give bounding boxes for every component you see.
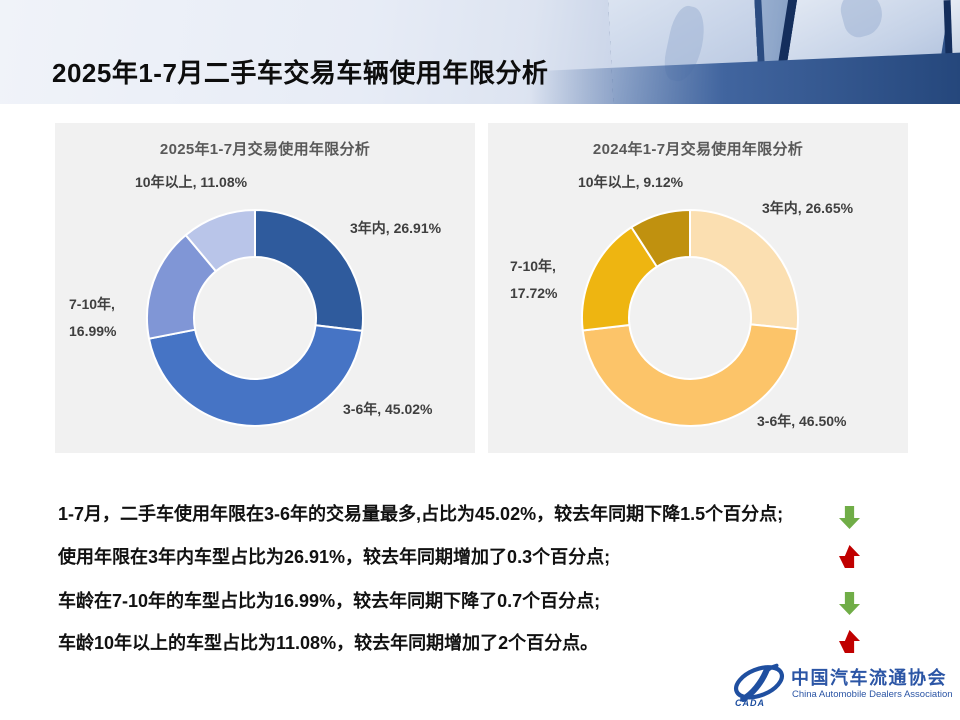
data-label-2025-7-10-years: 7-10年, 16.99%: [69, 296, 117, 339]
donut-segment-10年以上: [630, 209, 691, 268]
chart-panel-2025: 2025年1-7月交易使用年限分析 10年以上, 11.08% 3年内, 26.…: [55, 123, 475, 453]
donut-segment-3-6年: [148, 324, 364, 427]
cada-name-english: China Automobile Dealers Association: [792, 689, 953, 700]
cada-acronym: CADA: [735, 698, 765, 708]
cada-name-chinese: 中国汽车流通协会: [791, 668, 947, 688]
analysis-line-7-10-years: 车龄在7-10年的车型占比为16.99%，较去年同期下降了0.7个百分点;: [58, 591, 601, 611]
cada-logo: CADA 中国汽车流通协会 China Automobile Dealers A…: [731, 658, 953, 714]
trend-up-arrow-icon: [839, 630, 860, 653]
chart-panel-2024: 2024年1-7月交易使用年限分析 10年以上, 9.12% 3年内, 26.6…: [488, 123, 908, 453]
donut-segment-3-6年: [581, 323, 799, 427]
chart-title-2024: 2024年1-7月交易使用年限分析: [592, 141, 804, 158]
chart-title-2025: 2025年1-7月交易使用年限分析: [159, 141, 371, 158]
analysis-line-10plus-years: 车龄10年以上的车型占比为11.08%，较去年同期增加了2个百分点。: [58, 633, 599, 653]
header-banner: [0, 0, 960, 104]
trend-down-arrow-icon: [839, 592, 860, 615]
donut-segment-10年以上: [184, 209, 256, 273]
data-label-2024-3-6-years: 3-6年, 46.50%: [757, 413, 847, 429]
data-label-2025-under-3-years: 3年内, 26.91%: [350, 220, 442, 236]
donut-chart-2025: [146, 209, 364, 427]
donut-segment-3年内: [254, 209, 364, 332]
data-label-2024-under-3-years: 3年内, 26.65%: [762, 200, 854, 216]
data-label-2025-3-6-years: 3-6年, 45.02%: [343, 401, 433, 417]
analysis-line-3-6-years: 1-7月，二手车使用年限在3-6年的交易量最多,占比为45.02%，较去年同期下…: [58, 504, 784, 524]
data-label-2024-7-10-years: 7-10年, 17.72%: [510, 258, 558, 301]
trend-down-arrow-icon: [839, 506, 860, 529]
data-label-2024-10plus-years: 10年以上, 9.12%: [578, 174, 684, 190]
donut-segment-3年内: [689, 209, 799, 331]
analysis-line-under-3-years: 使用年限在3年内车型占比为26.91%，较去年同期增加了0.3个百分点;: [58, 547, 611, 567]
cada-emblem-icon: [734, 663, 784, 703]
data-label-2025-10plus-years: 10年以上, 11.08%: [135, 174, 248, 190]
donut-chart-2024: [581, 209, 799, 427]
trend-up-arrow-icon: [839, 545, 860, 568]
page-title: 2025年1-7月二手车交易车辆使用年限分析: [52, 58, 549, 89]
